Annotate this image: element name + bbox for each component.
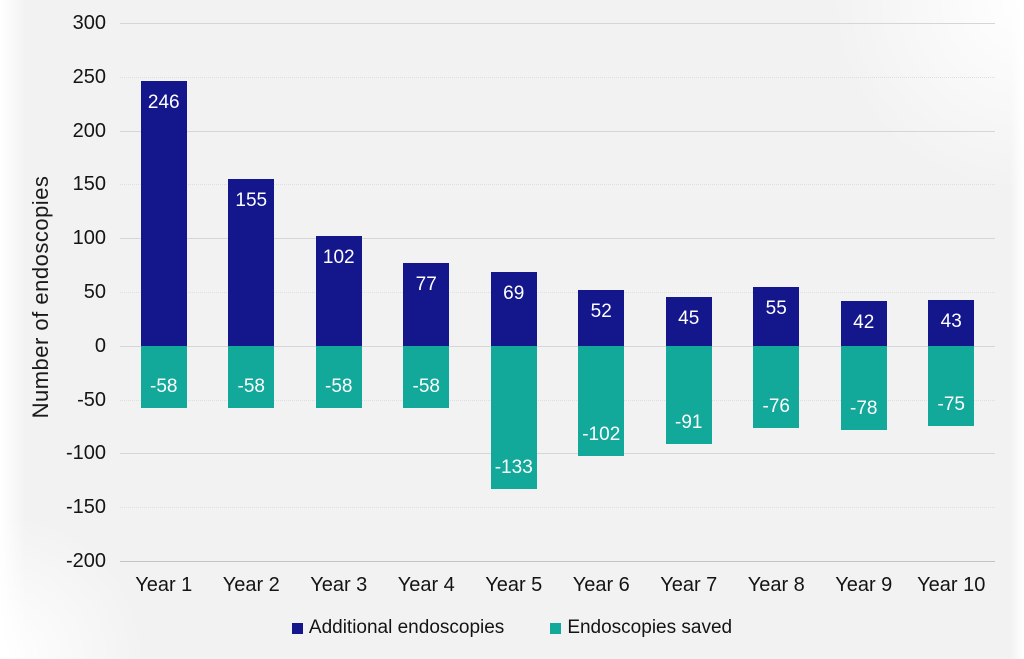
bar-value-label: 52	[590, 300, 612, 322]
bar-endoscopies-saved: -58	[403, 345, 450, 409]
bar-value-label: 155	[235, 190, 268, 212]
x-axis-label: Year 9	[835, 574, 893, 596]
bar-additional-endoscopies: 52	[578, 289, 625, 346]
bar-endoscopies-saved: -91	[665, 345, 712, 444]
bar-value-label: 77	[415, 273, 437, 295]
bar-value-label: -133	[494, 456, 533, 478]
legend-swatch-additional-icon	[291, 622, 303, 634]
gridline	[120, 292, 995, 293]
legend-label-additional: Additional endoscopies	[308, 617, 505, 638]
bar-endoscopies-saved: -102	[578, 345, 625, 456]
bar-value-label: -76	[762, 395, 790, 417]
x-axis-label: Year 8	[747, 574, 805, 596]
x-axis-label: Year 6	[572, 574, 630, 596]
gridline	[120, 130, 995, 132]
bar-additional-endoscopies: 42	[840, 300, 887, 346]
bar-value-label: 55	[765, 297, 787, 319]
bar-value-label: 42	[853, 311, 875, 333]
bar-additional-endoscopies: 69	[490, 271, 537, 346]
bar-value-label: 45	[678, 308, 700, 330]
gridline	[120, 561, 995, 562]
y-tick-label: 200	[72, 119, 106, 142]
bar-endoscopies-saved: -75	[928, 345, 975, 427]
bar-value-label: -58	[237, 376, 265, 398]
bar-value-label: -75	[937, 394, 965, 416]
bar-value-label: 102	[322, 247, 355, 269]
bar-value-label: 69	[503, 282, 525, 304]
legend-item-endoscopies-saved: Endoscopies saved	[550, 617, 732, 639]
bar-endoscopies-saved: -58	[315, 345, 362, 409]
y-tick-label: 100	[72, 227, 106, 250]
x-axis-label: Year 5	[485, 574, 543, 596]
x-axis-label: Year 2	[222, 574, 280, 596]
bar-endoscopies-saved: -78	[840, 345, 887, 430]
x-axis-label: Year 10	[917, 574, 986, 596]
x-axis-label: Year 1	[135, 574, 193, 596]
bar-additional-endoscopies: 102	[315, 236, 362, 346]
bar-additional-endoscopies: 77	[403, 262, 450, 346]
legend-swatch-saved-icon	[550, 622, 562, 634]
legend: Additional endoscopies Endoscopies saved	[0, 617, 1024, 639]
y-tick-label: -50	[77, 388, 106, 411]
bar-value-label: -91	[675, 411, 703, 433]
bar-value-label: 43	[940, 310, 962, 332]
x-axis-label: Year 7	[660, 574, 718, 596]
x-axis-label: Year 3	[310, 574, 368, 596]
gridline	[120, 453, 995, 455]
bar-value-label: -102	[582, 423, 621, 445]
y-tick-label: 150	[72, 173, 106, 196]
y-tick-label: -200	[65, 550, 106, 572]
bar-value-label: -58	[325, 376, 353, 398]
bar-endoscopies-saved: -58	[140, 345, 187, 409]
bar-additional-endoscopies: 55	[753, 286, 800, 346]
bar-value-label: -58	[412, 376, 440, 398]
gridline	[120, 507, 995, 509]
bar-additional-endoscopies: 45	[665, 297, 712, 346]
bar-additional-endoscopies: 155	[228, 179, 275, 346]
gridline	[120, 238, 995, 240]
y-tick-label: 50	[83, 281, 106, 303]
bar-additional-endoscopies: 43	[928, 299, 975, 346]
legend-item-additional-endoscopies: Additional endoscopies	[291, 617, 505, 639]
gridline	[120, 23, 995, 24]
y-tick-label: -150	[65, 496, 106, 519]
bar-value-label: -78	[850, 397, 878, 419]
legend-label-saved: Endoscopies saved	[567, 617, 733, 638]
bar-endoscopies-saved: -133	[490, 345, 537, 489]
gridline	[120, 399, 995, 401]
bar-endoscopies-saved: -58	[228, 345, 275, 409]
y-tick-label: 300	[72, 12, 106, 34]
gridline	[120, 184, 995, 186]
bar-value-label: -58	[150, 376, 178, 398]
gridline	[120, 76, 995, 78]
bar-endoscopies-saved: -76	[753, 345, 800, 428]
y-tick-label: 0	[94, 334, 106, 357]
x-axis-label: Year 4	[397, 574, 455, 596]
y-tick-label: 250	[72, 65, 106, 88]
y-tick-label: -100	[65, 442, 106, 465]
bar-value-label: 246	[147, 92, 180, 114]
gridline	[120, 345, 995, 347]
bar-additional-endoscopies: 246	[140, 81, 187, 346]
